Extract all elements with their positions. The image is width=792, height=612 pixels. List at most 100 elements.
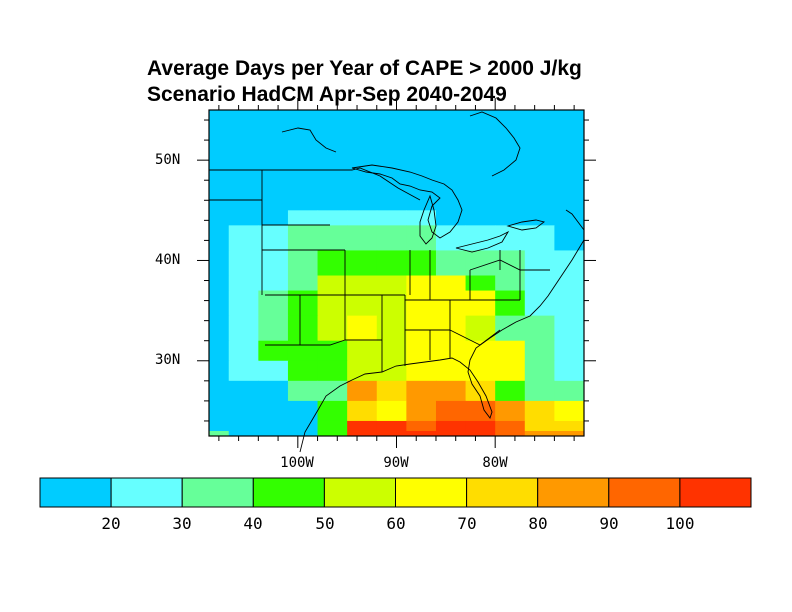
grid-cell bbox=[554, 400, 585, 422]
grid-cell bbox=[347, 110, 378, 171]
grid-cell bbox=[317, 290, 348, 317]
grid-cell bbox=[495, 110, 526, 171]
grid-cell bbox=[554, 315, 585, 342]
grid-cell bbox=[524, 110, 555, 171]
hudson-bay-shore bbox=[281, 127, 337, 153]
grid-cell bbox=[317, 430, 348, 437]
lon-label-100w: 100W bbox=[280, 455, 314, 471]
grid-cell bbox=[435, 340, 467, 362]
grid-cell bbox=[495, 170, 526, 211]
grid-cell bbox=[376, 430, 407, 437]
grid-cell bbox=[347, 400, 378, 422]
lat-label-50n: 50N bbox=[155, 152, 181, 168]
colorbar bbox=[39, 477, 752, 508]
grid-cell bbox=[406, 380, 437, 402]
grid-cell bbox=[406, 360, 437, 382]
grid-cell bbox=[406, 430, 437, 437]
grid-cell bbox=[228, 170, 259, 211]
grid-cell bbox=[524, 275, 555, 292]
grid-cell bbox=[554, 210, 585, 226]
grid-cell bbox=[554, 170, 585, 211]
grid-cell bbox=[435, 275, 467, 292]
grid-cell bbox=[209, 225, 230, 251]
us-canada-border bbox=[209, 167, 421, 201]
grid-cell bbox=[258, 315, 289, 342]
grid-cell bbox=[435, 110, 467, 171]
grid-cell bbox=[524, 290, 555, 317]
colorbar-label: 80 bbox=[528, 514, 548, 533]
colorbar-label: 50 bbox=[315, 514, 335, 533]
grid-cell bbox=[495, 360, 526, 382]
grid-cell bbox=[554, 430, 585, 437]
colorbar-label: 30 bbox=[172, 514, 192, 533]
map-subtitle: Scenario HadCM Apr-Sep 2040-2049 bbox=[147, 83, 507, 106]
map-title: Average Days per Year of CAPE > 2000 J/k… bbox=[147, 57, 582, 80]
grid-cell bbox=[435, 250, 467, 277]
grid-cell bbox=[228, 225, 259, 251]
colorbar-label: 40 bbox=[243, 514, 263, 533]
grid-cell bbox=[228, 210, 259, 226]
grid-cell bbox=[524, 210, 555, 226]
grid-cell bbox=[258, 275, 289, 292]
grid-cell bbox=[347, 315, 378, 342]
grid-cell bbox=[376, 420, 407, 432]
grid-cell bbox=[495, 380, 526, 402]
grid-cell bbox=[524, 250, 555, 277]
grid-cell bbox=[228, 250, 259, 277]
grid-cell bbox=[376, 315, 407, 342]
grid-cell bbox=[287, 290, 319, 317]
grid-cell bbox=[287, 420, 319, 432]
lat-label-40n: 40N bbox=[155, 252, 181, 268]
grid-cell bbox=[209, 275, 230, 292]
grid-cell bbox=[554, 110, 585, 171]
state-border bbox=[209, 170, 550, 372]
grid-cell bbox=[465, 210, 496, 226]
colorbar-swatch bbox=[537, 477, 610, 508]
grid-cell bbox=[495, 420, 526, 432]
lake-michigan bbox=[419, 194, 437, 245]
grid-cell bbox=[209, 290, 230, 317]
colorbar-swatch bbox=[39, 477, 112, 508]
grid-cell bbox=[347, 290, 378, 317]
grid-cell bbox=[465, 110, 496, 171]
grid-cell bbox=[228, 400, 259, 422]
grid-cell bbox=[209, 380, 230, 402]
colorbar-swatch bbox=[323, 477, 396, 508]
boundary-lines bbox=[209, 111, 585, 453]
grid-cell bbox=[347, 225, 378, 251]
grid-cell bbox=[347, 170, 378, 211]
grid-cell bbox=[287, 360, 319, 382]
lat-label-30n: 30N bbox=[155, 352, 181, 368]
grid-cell bbox=[435, 315, 467, 342]
grid-cell bbox=[376, 250, 407, 277]
grid-cell bbox=[406, 315, 437, 342]
grid-cell bbox=[406, 250, 437, 277]
grid-cell bbox=[406, 340, 437, 362]
grid-cell bbox=[258, 420, 289, 432]
grid-cell bbox=[347, 340, 378, 362]
grid-cell bbox=[376, 225, 407, 251]
grid-cell bbox=[209, 210, 230, 226]
grid-cell bbox=[465, 430, 496, 437]
grid-cell bbox=[554, 340, 585, 362]
grid-cell bbox=[347, 380, 378, 402]
grid-cell bbox=[376, 380, 407, 402]
grid-cell bbox=[317, 225, 348, 251]
grid-cell bbox=[317, 360, 348, 382]
grid-cell bbox=[228, 340, 259, 362]
grid-cell bbox=[317, 400, 348, 422]
grid-cell bbox=[435, 360, 467, 382]
grid-cell bbox=[376, 210, 407, 226]
lake-erie bbox=[455, 230, 510, 253]
colorbar-swatch bbox=[252, 477, 325, 508]
grid-cell bbox=[287, 225, 319, 251]
grid-cell bbox=[435, 420, 467, 432]
grid-cell bbox=[317, 340, 348, 362]
grid-cell bbox=[406, 420, 437, 432]
colorbar-swatch bbox=[395, 477, 468, 508]
grid-cell bbox=[258, 360, 289, 382]
lon-label-80w: 80W bbox=[482, 455, 508, 471]
grid-cell bbox=[287, 400, 319, 422]
grid-cell bbox=[495, 400, 526, 422]
grid-cell bbox=[495, 290, 526, 317]
